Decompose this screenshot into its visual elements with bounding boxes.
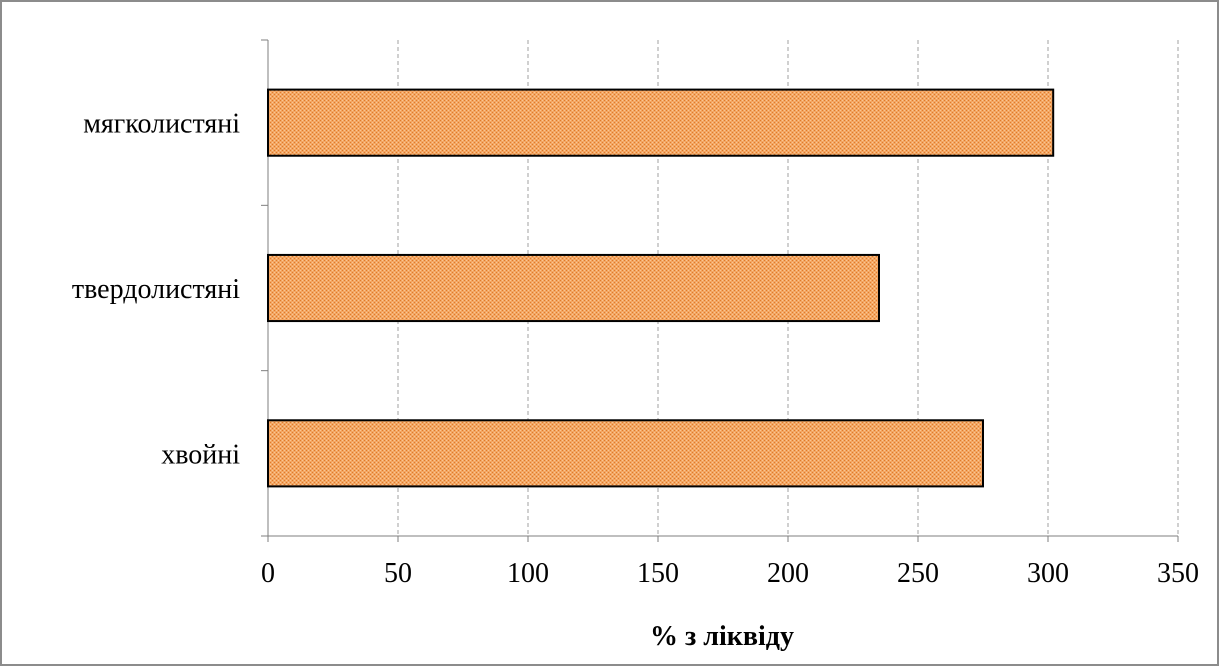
category-label-1: твердолистяні: [72, 274, 240, 305]
x-tick-label-350: 350: [1157, 558, 1199, 589]
x-tick-label-150: 150: [637, 558, 679, 589]
bar-0: [267, 88, 1055, 157]
x-tick-label-250: 250: [897, 558, 939, 589]
x-tick-label-300: 300: [1027, 558, 1069, 589]
bars: [267, 88, 1055, 488]
x-tick-label-200: 200: [767, 558, 809, 589]
x-tick-label-0: 0: [261, 558, 275, 589]
x-tick-label-100: 100: [507, 558, 549, 589]
x-tick-label-50: 50: [384, 558, 412, 589]
bar-2: [267, 419, 984, 488]
category-label-2: хвойні: [161, 439, 240, 470]
bar-1: [267, 253, 880, 323]
labels: 0 50 100 150 200 250 300 350 мягколистяні твердол…: [72, 109, 1199, 589]
category-label-0: мягколистяні: [83, 109, 240, 140]
x-axis-title: % з ліквіду: [650, 621, 794, 652]
